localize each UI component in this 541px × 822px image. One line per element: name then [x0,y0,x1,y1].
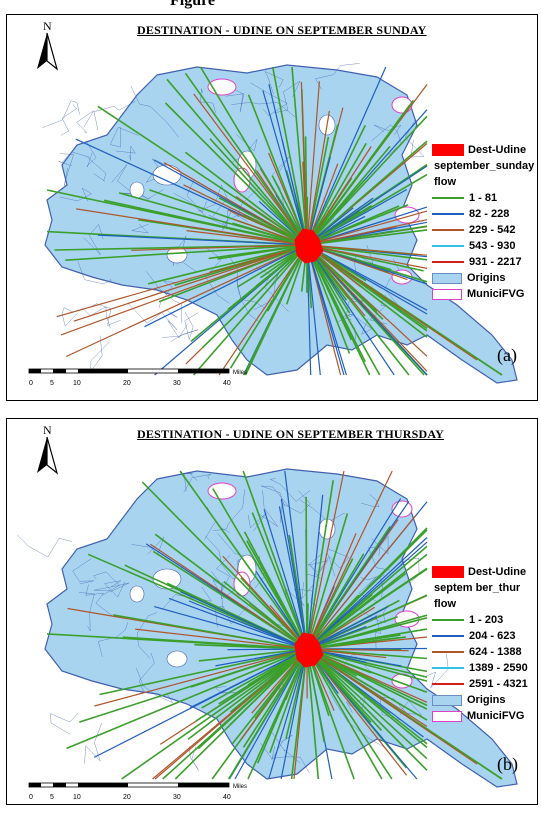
legend-layer-label: septem ber_thur [434,582,521,594]
legend-origins: Origins [432,270,537,286]
scale-tick: 0 [29,380,33,387]
class-range: 2591 - 4321 [469,678,528,690]
class-range: 229 - 542 [469,224,516,236]
munic-swatch [432,288,462,300]
destination-swatch [432,144,464,156]
north-label: N [43,19,52,33]
figure-caption-text: Figure [170,0,216,9]
class-swatch [432,667,464,669]
legend-class: 229 - 542 [432,222,537,238]
legend-class: 204 - 623 [432,628,537,644]
map-legend: Dest-Udine septem ber_thur flow 1 - 203 … [432,564,537,724]
origins-swatch [432,272,462,284]
legend-munic-label: MuniciFVG [467,710,525,722]
scale-bar: 0 5 10 20 30 40 Miles [28,368,247,387]
north-arrow-icon: N [33,423,63,475]
panel-tag: (b) [497,754,518,774]
class-range: 82 - 228 [469,208,510,220]
legend-classes: 1 - 81 82 - 228 229 - 542 543 - 930 931 … [432,190,537,270]
scale-tick: 5 [50,794,54,801]
legend-class: 931 - 2217 [432,254,537,270]
legend-munic: MuniciFVG [432,286,537,302]
class-range: 1 - 81 [469,192,498,204]
legend-class: 543 - 930 [432,238,537,254]
scale-tick: 5 [50,380,54,387]
munic-swatch [432,710,462,722]
class-swatch [432,245,464,247]
scale-tick: 40 [223,380,231,387]
top-caption: Figure [0,0,541,14]
scale-tick: 20 [123,794,131,801]
panel-tag: (a) [497,345,517,365]
legend-field-label: flow [434,598,456,610]
legend-field-label: flow [434,176,456,188]
class-range: 1 - 203 [469,614,504,626]
legend-destination: Dest-Udine [432,564,537,580]
legend-dest-label: Dest-Udine [468,144,527,156]
class-swatch [432,619,464,621]
map-panel-a: N DESTINATION - UDINE ON SEPTEMBER SUNDA… [6,14,538,401]
map-panel-b: N DESTINATION - UDINE ON SEPTEMBER THURS… [6,418,538,805]
scale-bar: 0 5 10 20 30 40 Miles [28,782,247,801]
map-canvas-b [17,468,518,788]
legend-class: 624 - 1388 [432,644,537,660]
class-range: 931 - 2217 [469,256,522,268]
legend-class: 82 - 228 [432,206,537,222]
scale-tick: 20 [123,380,131,387]
legend-origins: Origins [432,692,537,708]
legend-origins-label: Origins [467,272,506,284]
map-title: DESTINATION - UDINE ON SEPTEMBER THURSDA… [137,427,445,441]
class-range: 624 - 1388 [469,646,522,658]
scale-tick: 10 [73,380,81,387]
legend-classes: 1 - 203 204 - 623 624 - 1388 1389 - 2590… [432,612,537,692]
class-swatch [432,683,464,685]
class-range: 204 - 623 [469,630,516,642]
scale-tick: 0 [29,794,33,801]
legend-layer-label: september_sunday [434,160,535,172]
map-title: DESTINATION - UDINE ON SEPTEMBER SUNDAY [137,23,427,37]
class-range: 543 - 930 [469,240,516,252]
class-range: 1389 - 2590 [469,662,528,674]
scale-tick: 10 [73,794,81,801]
origins-swatch [432,694,462,706]
scale-tick: 30 [173,380,181,387]
north-label: N [43,423,52,437]
legend-munic: MuniciFVG [432,708,537,724]
class-swatch [432,213,464,215]
map-canvas-a [42,63,518,384]
scale-tick: 40 [223,794,231,801]
class-swatch [432,651,464,653]
scale-unit: Miles [233,784,247,790]
class-swatch [432,635,464,637]
destination-swatch [432,566,464,578]
legend-dest-label: Dest-Udine [468,566,527,578]
class-swatch [432,261,464,263]
legend-class: 1 - 203 [432,612,537,628]
legend-class: 1389 - 2590 [432,660,537,676]
legend-destination: Dest-Udine [432,142,537,158]
scale-unit: Miles [233,370,247,376]
north-arrow-icon: N [33,19,63,71]
map-legend: Dest-Udine september_sunday flow 1 - 81 … [432,142,537,302]
scale-tick: 30 [173,794,181,801]
legend-origins-label: Origins [467,694,506,706]
legend-munic-label: MuniciFVG [467,288,525,300]
class-swatch [432,197,464,199]
legend-class: 1 - 81 [432,190,537,206]
class-swatch [432,229,464,231]
legend-class: 2591 - 4321 [432,676,537,692]
